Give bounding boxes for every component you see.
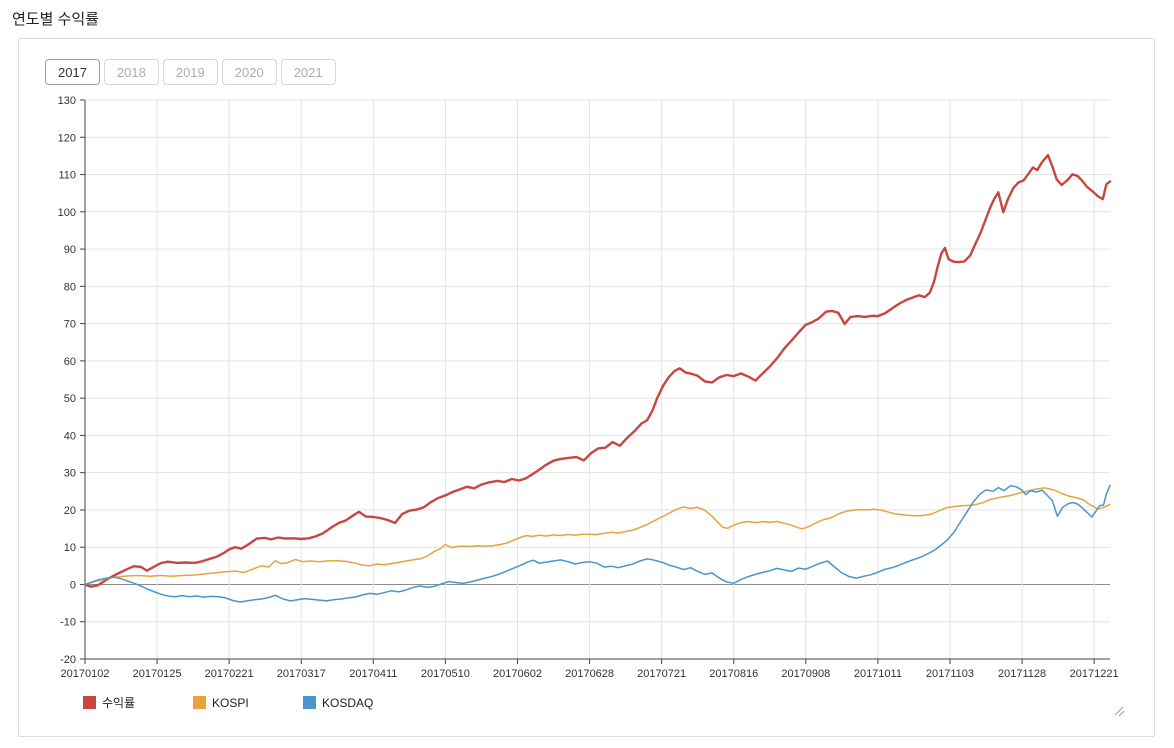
y-tick-label: 120 (58, 132, 76, 144)
x-tick-label: 20170221 (205, 668, 254, 680)
tab-year-2019[interactable]: 2019 (162, 59, 218, 85)
y-tick-label: 10 (64, 542, 76, 554)
tab-year-2021[interactable]: 2021 (280, 59, 336, 85)
y-tick-label: 100 (58, 207, 76, 219)
x-tick-label: 20170721 (637, 668, 686, 680)
x-tick-label: 20170102 (61, 668, 110, 680)
y-tick-label: 90 (64, 244, 76, 256)
tab-year-2018[interactable]: 2018 (103, 59, 159, 85)
legend-swatch-2 (303, 696, 316, 709)
x-tick-label: 20170602 (493, 668, 542, 680)
legend-label-2[interactable]: KOSDAQ (322, 696, 373, 710)
series-line-2 (84, 484, 1111, 603)
x-tick-label: 20171128 (998, 668, 1046, 680)
tab-year-2017[interactable]: 2017 (45, 59, 100, 85)
y-tick-label: 60 (64, 356, 76, 368)
y-tick-label: 30 (64, 468, 76, 480)
x-tick-label: 20170908 (781, 668, 830, 680)
x-tick-label: 20171103 (926, 668, 974, 680)
y-tick-label: 0 (70, 579, 76, 591)
x-tick-label: 20170411 (349, 668, 397, 680)
x-tick-label: 20171011 (854, 668, 902, 680)
y-tick-label: 20 (64, 505, 76, 517)
returns-chart[interactable]: 1301201101009080706050403020100-10-20201… (19, 39, 1154, 736)
y-tick-label: 40 (64, 430, 76, 442)
legend-swatch-1 (193, 696, 206, 709)
resize-handle[interactable] (1112, 704, 1126, 718)
resize-grip-icon (1114, 706, 1125, 717)
x-tick-label: 20170317 (277, 668, 326, 680)
chart-card: 130 120 110 100 90 80 70 60 50 40 30 20 10 0 -10 -20 201… (18, 38, 1155, 737)
x-tick-label: 20170816 (709, 668, 758, 680)
y-tick-label: 80 (64, 281, 76, 293)
x-tick-label: 20170125 (133, 668, 182, 680)
y-tick-label: -20 (60, 654, 76, 666)
y-tick-label: 130 (58, 95, 76, 107)
series-line-0 (83, 153, 1112, 588)
legend-label-0[interactable]: 수익률 (102, 696, 135, 710)
page-title: 연도별 수익률 (12, 11, 99, 28)
y-tick-label: 110 (58, 170, 76, 182)
tab-year-2020[interactable]: 2020 (221, 59, 277, 85)
y-tick-label: 70 (64, 319, 76, 331)
y-tick-label: 50 (64, 393, 76, 405)
legend-swatch-0 (83, 696, 96, 709)
year-tabs: 2017 2018 2019 2020 2021 (45, 59, 336, 85)
x-tick-label: 20171221 (1070, 668, 1119, 680)
series-line-1 (84, 487, 1111, 586)
x-tick-label: 20170510 (421, 668, 470, 680)
legend-label-1[interactable]: KOSPI (212, 696, 249, 710)
x-tick-label: 20170628 (565, 668, 614, 680)
y-tick-label: -10 (60, 617, 76, 629)
